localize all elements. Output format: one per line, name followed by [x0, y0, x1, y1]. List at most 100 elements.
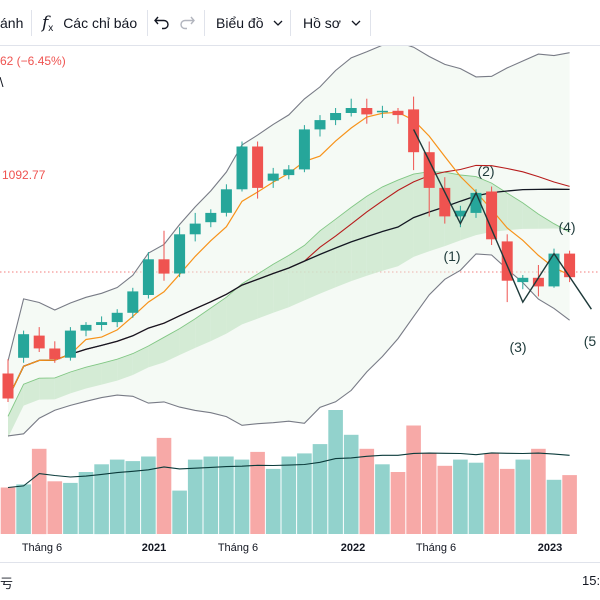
candle-body [127, 291, 139, 313]
volume-bar [109, 459, 125, 534]
candle-body [96, 322, 108, 325]
wave-label: (3) [509, 339, 526, 355]
volume-bar [328, 410, 343, 534]
candle-body [486, 191, 498, 240]
time-axis[interactable]: Tháng 6 2021 Tháng 6 2022 Tháng 6 2023 [0, 536, 600, 562]
ichimoku-cloud-segment [39, 377, 55, 400]
top-toolbar: ánh fx Các chỉ báo Biểu đồ Hồ sơ [0, 0, 600, 46]
volume-bar [250, 451, 265, 534]
volume-bar [546, 479, 562, 535]
candle-body [64, 330, 76, 358]
ichimoku-cloud-segment [164, 328, 180, 363]
chart-pane[interactable]: (1) (2) (3) (4) (5 62 (−6.45%) 1092.77 [0, 46, 600, 560]
candle-body [283, 169, 295, 176]
cloud-span-a [7, 171, 570, 417]
ichimoku-cloud-segment [148, 337, 164, 368]
candle-body [298, 129, 310, 170]
candle-body [158, 259, 170, 274]
ichimoku-cloud-segment [538, 214, 554, 229]
ichimoku-cloud-segment [288, 245, 305, 308]
volume-bar [453, 459, 468, 534]
candle-body [111, 312, 123, 323]
candle-body [33, 335, 45, 349]
chevron-down-icon [351, 20, 361, 26]
volume-bar [125, 461, 141, 534]
toolbar-separator [31, 10, 32, 36]
volume-bar [343, 434, 359, 534]
candle-body [330, 113, 342, 121]
ichimoku-cloud-segment [210, 297, 227, 342]
bollinger-upper-line [7, 46, 570, 362]
ichimoku-cloud-segment [398, 174, 414, 267]
ichimoku-cloud-segment [304, 230, 320, 301]
candle-body [501, 241, 513, 281]
toolbar-separator [204, 10, 205, 36]
bollinger-lower-line [7, 253, 570, 437]
ichimoku-cloud-segment [179, 318, 196, 356]
volume-bar [562, 475, 577, 534]
volume-bar [421, 453, 437, 534]
bottom-bar: 亏 15: [0, 562, 600, 600]
volume-bar [0, 487, 16, 534]
candle-body [361, 108, 373, 115]
volume-bar [390, 472, 406, 534]
x-axis-label: Tháng 6 [21, 542, 63, 554]
chart-type-label: Biểu đồ [216, 15, 264, 31]
function-icon: f [42, 13, 49, 33]
footer-glyph: 亏 [0, 576, 14, 591]
ichimoku-cloud-segment [101, 359, 118, 385]
ichimoku-cloud-segment [8, 384, 24, 438]
toolbar-cut-item[interactable]: ánh [0, 15, 24, 31]
ichimoku-cloud-segment [70, 367, 86, 394]
x-axis-label: 2021 [141, 542, 167, 554]
candle-body [18, 334, 30, 358]
candle-body [454, 210, 466, 217]
volume-bar [187, 459, 203, 534]
candle-body [548, 253, 560, 287]
ichimoku-cloud-segment [320, 219, 336, 294]
profile-dropdown[interactable]: Hồ sơ [303, 0, 361, 46]
indicators-button[interactable]: fx Các chỉ báo [42, 0, 137, 46]
chart-type-dropdown[interactable]: Biểu đồ [216, 0, 283, 46]
ichimoku-cloud-segment [132, 345, 149, 376]
ichimoku-cloud-segment [507, 193, 523, 231]
volume-bar [141, 456, 156, 534]
volume-bar [265, 468, 281, 534]
redo-icon[interactable] [178, 13, 196, 31]
volume-bar [515, 459, 531, 534]
toolbar-separator [370, 10, 371, 36]
ichimoku-cloud-segment [86, 363, 102, 389]
volume-bar [203, 456, 219, 534]
candle-body [205, 212, 217, 223]
function-icon-sub: x [48, 23, 54, 34]
volume-bar [16, 484, 31, 534]
footer-time: 15: [582, 573, 600, 588]
ichimoku-cloud-segment [117, 353, 133, 381]
ichimoku-cloud-segment [54, 372, 71, 400]
wave-label: (5 [584, 333, 597, 349]
candle-body [80, 324, 92, 331]
candle-body [564, 253, 576, 278]
chevron-down-icon [273, 20, 283, 26]
candle-body [517, 277, 529, 283]
candle-body [174, 234, 186, 274]
volume-bar [468, 462, 484, 534]
ichimoku-cloud-segment [522, 202, 539, 229]
candle-body [345, 108, 357, 113]
price-change-text: 62 (−6.45%) [0, 54, 66, 68]
ma-value-text: 1092.77 [2, 168, 46, 182]
price-chart[interactable]: (1) (2) (3) (4) (5 [0, 46, 600, 560]
volume-bar [172, 490, 187, 534]
profile-label: Hồ sơ [303, 15, 341, 31]
ichimoku-cloud-segment [366, 186, 383, 276]
wave-label: (4) [558, 219, 575, 235]
volume-bar [156, 437, 172, 534]
volume-bar [31, 448, 47, 535]
undo-icon[interactable] [153, 13, 171, 31]
ichimoku-cloud-segment [242, 274, 258, 325]
legend-marker [0, 77, 4, 87]
candle-body [392, 110, 404, 116]
volume-bar [312, 444, 328, 534]
volume-bar [297, 453, 312, 534]
candle-body [470, 192, 482, 213]
